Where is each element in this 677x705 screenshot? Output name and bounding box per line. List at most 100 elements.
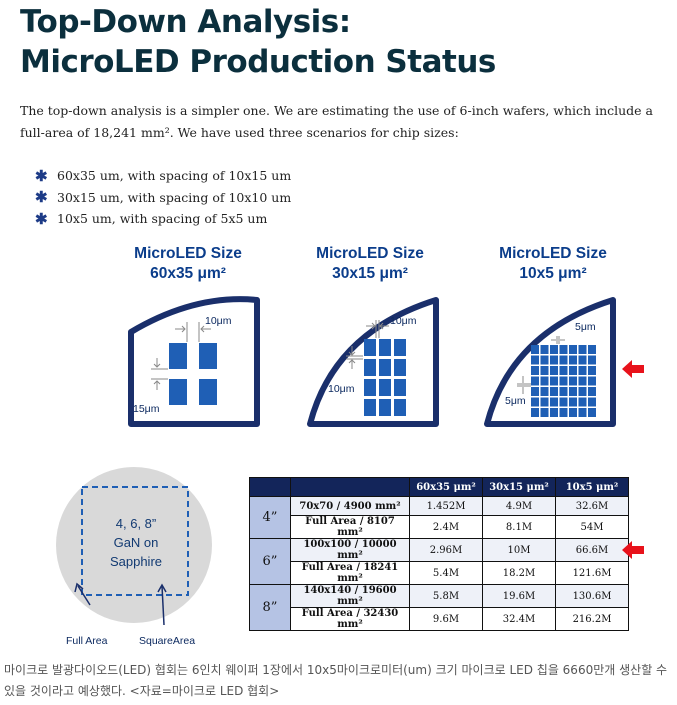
chip-cell (550, 408, 558, 417)
chip-grid (531, 345, 596, 417)
row-label: Full Area / 8107 mm² (290, 515, 410, 539)
list-item: ✱ 30x15 um, with spacing of 10x10 um (35, 187, 291, 209)
chip-cell (550, 366, 558, 375)
diagram-size: 60x35 μm² (150, 265, 226, 282)
row-label: 140x140 / 19600 mm² (290, 584, 410, 608)
table-row: Full Area / 8107 mm² 2.4M 8.1M 54M (250, 515, 629, 539)
chip-cell (559, 397, 568, 407)
diagram-title-line: MicroLED Size (134, 245, 242, 262)
row-label: Full Area / 18241 mm² (290, 561, 410, 585)
table-cell: 2.4M (409, 515, 483, 539)
chip-cell (569, 366, 577, 375)
chip-cell (578, 408, 587, 417)
intro-paragraph: The top-down analysis is a simpler one. … (20, 103, 653, 140)
wafer-circle (56, 467, 212, 626)
table-cell: 10M (482, 538, 556, 562)
chip-cell (531, 376, 539, 386)
table-cell: 8.1M (482, 515, 556, 539)
chip-cell (540, 355, 549, 365)
table-cell: 130.6M (555, 584, 629, 608)
chip-cell (540, 408, 549, 417)
wafer-illustration: 4, 6, 8” GaN on Sapphire Full Area Squar… (30, 460, 230, 660)
chip-cell (550, 345, 558, 354)
square-area-label: SquareArea (139, 635, 196, 647)
chip-cell (588, 397, 596, 407)
chip-cell (578, 355, 587, 365)
table-cell: 5.4M (409, 561, 483, 585)
wafer-quarter-60x35: 10μm 15μm (128, 296, 260, 427)
diagram-title: MicroLED Size 30x15 μm² (295, 244, 445, 284)
chip-cell (550, 387, 558, 396)
chip-cell (531, 397, 539, 407)
scenario-list: ✱ 60x35 um, with spacing of 10x15 um ✱ 30x… (35, 165, 291, 230)
table-cell: 32.4M (482, 607, 556, 631)
table-cell: 5.8M (409, 584, 483, 608)
chip-cell (540, 345, 549, 354)
chip-cell (559, 408, 568, 417)
wafer-quarter-30x15: 10μm 10μm (307, 297, 439, 427)
chip-cell (531, 355, 539, 365)
asterisk-icon: ✱ (35, 166, 48, 185)
diagram-title-line: MicroLED Size (499, 245, 607, 262)
table-row: 6” 100x100 / 10000 mm² 2.96M 10M 66.6M (249, 538, 629, 585)
list-item-text: 60x35 um, with spacing of 10x15 um (57, 168, 292, 184)
table-row: Full Area / 32430 mm² 9.6M 32.4M 216.2M (250, 607, 629, 631)
table-corner (290, 477, 410, 497)
title-line-1: Top-Down Analysis: (20, 4, 351, 40)
asterisk-icon: ✱ (35, 188, 48, 207)
chip-cell (569, 345, 577, 354)
chip-cell (550, 376, 558, 386)
red-arrow-left-icon (622, 360, 644, 378)
chip-cell (569, 387, 577, 396)
list-item-text: 30x15 um, with spacing of 10x10 um (57, 189, 292, 205)
wafer-size-cell: 6” (249, 538, 291, 585)
chip-cell (569, 355, 577, 365)
chip-cell (540, 387, 549, 396)
red-arrow-left-icon (622, 541, 644, 559)
spacing-label: 5μm (505, 395, 526, 407)
chip-cell (559, 366, 568, 375)
wafer-sizes: 4, 6, 8” (115, 516, 157, 531)
chip-cell (550, 355, 558, 365)
chip-cell (588, 408, 596, 417)
diagram-title: MicroLED Size 60x35 μm² (113, 244, 263, 284)
chip-cell (531, 345, 539, 354)
chip-cell (588, 345, 596, 354)
row-label: 70x70 / 4900 mm² (290, 496, 410, 516)
table-cell: 54M (555, 515, 629, 539)
column-header: 60x35 μm² (409, 477, 483, 497)
chip-cell (578, 366, 587, 375)
chip-cell (569, 376, 577, 386)
chip-cell (540, 366, 549, 375)
wafer-quarter-10x5: 5μm 5μm (484, 297, 616, 427)
column-header: 30x15 μm² (482, 477, 556, 497)
page-title: Top-Down Analysis: MicroLED Production S… (20, 2, 496, 82)
chip-cell (550, 397, 558, 407)
chip-cell (559, 387, 568, 396)
row-label: Full Area / 32430 mm² (290, 607, 410, 631)
wafer-substrate: Sapphire (109, 554, 163, 569)
spacing-label: 10μm (328, 383, 355, 395)
chip-cell (569, 397, 577, 407)
diagram-title-line: MicroLED Size (316, 245, 424, 262)
table-cell: 121.6M (555, 561, 629, 585)
table-cell: 216.2M (555, 607, 629, 631)
chip-cell (531, 387, 539, 396)
chip-cell (540, 397, 549, 407)
chip-cell (569, 408, 577, 417)
wafer-text: 4, 6, 8” GaN on Sapphire (90, 514, 182, 571)
chip-cell (588, 355, 596, 365)
chip-cell (559, 355, 568, 365)
image-caption: 마이크로 발광다이오드(LED) 협회는 6인치 웨이퍼 1장에서 10x5마이… (4, 663, 668, 698)
chip-cell (578, 376, 587, 386)
spacing-label: 5μm (575, 321, 596, 333)
column-header: 10x5 μm² (555, 477, 629, 497)
table-cell: 18.2M (482, 561, 556, 585)
table-cell: 4.9M (482, 496, 556, 516)
wafer-size-cell: 4” (249, 496, 291, 539)
spacing-label: 15μm (133, 403, 160, 415)
spacing-label: 10μm (390, 315, 417, 327)
table-row: Full Area / 18241 mm² 5.4M 18.2M 121.6M (250, 561, 629, 585)
spacing-label: 10μm (205, 315, 232, 327)
chip-cell (578, 397, 587, 407)
